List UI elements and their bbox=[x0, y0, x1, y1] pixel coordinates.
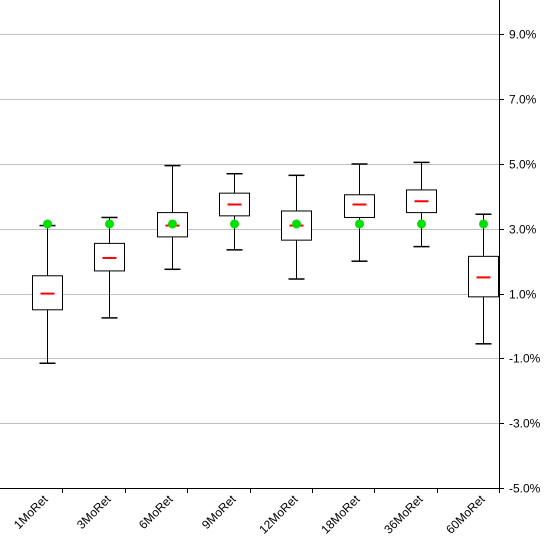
category-label: 9MoRet bbox=[199, 492, 239, 532]
y-tick-label: -1.0% bbox=[509, 352, 541, 366]
y-tick-label: -5.0% bbox=[509, 482, 541, 496]
marker-point bbox=[105, 219, 114, 229]
box-1MoRet bbox=[32, 219, 63, 365]
box-rect bbox=[344, 194, 375, 218]
y-tick-label: 1.0% bbox=[509, 288, 537, 302]
box-12MoRet bbox=[281, 174, 312, 280]
box-60MoRet bbox=[468, 213, 499, 345]
y-tick-label: 5.0% bbox=[509, 158, 537, 172]
category-label: 12MoRet bbox=[256, 492, 301, 537]
marker-point bbox=[230, 219, 239, 229]
marker-point bbox=[479, 219, 488, 229]
marker-point bbox=[43, 219, 52, 229]
category-labels: 1MoRet 3MoRet 6MoRet 9MoRet 12MoRet 18MoRet 36… bbox=[11, 492, 488, 537]
marker-point bbox=[417, 219, 426, 229]
marker-point bbox=[168, 219, 177, 229]
y-tick-label: 9.0% bbox=[509, 28, 537, 42]
y-tick-label: 3.0% bbox=[509, 223, 537, 237]
box-6MoRet bbox=[157, 164, 188, 271]
category-label: 6MoRet bbox=[136, 492, 176, 532]
y-tick-label: 7.0% bbox=[509, 93, 537, 107]
y-tick-label: -3.0% bbox=[509, 417, 541, 431]
category-label: 60MoRet bbox=[443, 492, 488, 537]
category-label: 18MoRet bbox=[318, 492, 363, 537]
marker-point bbox=[355, 219, 364, 229]
marker-point bbox=[292, 219, 301, 229]
box-9MoRet bbox=[219, 172, 250, 251]
category-label: 3MoRet bbox=[74, 492, 114, 532]
category-label: 36MoRet bbox=[381, 492, 426, 537]
box-3MoRet bbox=[94, 216, 125, 319]
box-18MoRet bbox=[344, 163, 375, 262]
box-36MoRet bbox=[406, 161, 437, 248]
y-axis: -5.0% -3.0% -1.0% 1.0% 3.0% 5.0% 7.0% 9.0% bbox=[0, 0, 541, 496]
gridlines bbox=[0, 34, 499, 424]
category-label: 1MoRet bbox=[11, 492, 51, 532]
boxes bbox=[32, 161, 499, 365]
